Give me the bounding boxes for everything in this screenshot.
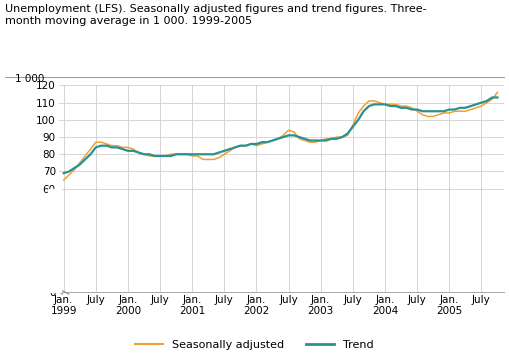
Seasonally adjusted — [264, 140, 270, 145]
Trend — [489, 95, 495, 100]
Trend — [494, 95, 500, 100]
Seasonally adjusted — [162, 154, 168, 158]
Seasonally adjusted — [184, 152, 190, 156]
Seasonally adjusted — [409, 106, 415, 110]
Trend — [184, 152, 190, 156]
Legend: Seasonally adjusted, Trend: Seasonally adjusted, Trend — [135, 340, 374, 350]
Trend — [162, 154, 168, 158]
Text: 1 000: 1 000 — [15, 74, 45, 84]
Seasonally adjusted — [494, 90, 500, 94]
Seasonally adjusted — [179, 152, 185, 156]
Seasonally adjusted — [398, 104, 404, 108]
Text: Unemployment (LFS). Seasonally adjusted figures and trend figures. Three-
month : Unemployment (LFS). Seasonally adjusted … — [5, 4, 427, 26]
Trend — [264, 140, 270, 145]
Trend — [179, 152, 185, 156]
Line: Seasonally adjusted: Seasonally adjusted — [64, 92, 497, 180]
Trend — [61, 171, 67, 175]
Seasonally adjusted — [61, 178, 67, 182]
Trend — [398, 106, 404, 110]
Line: Trend: Trend — [64, 98, 497, 173]
Trend — [409, 108, 415, 112]
